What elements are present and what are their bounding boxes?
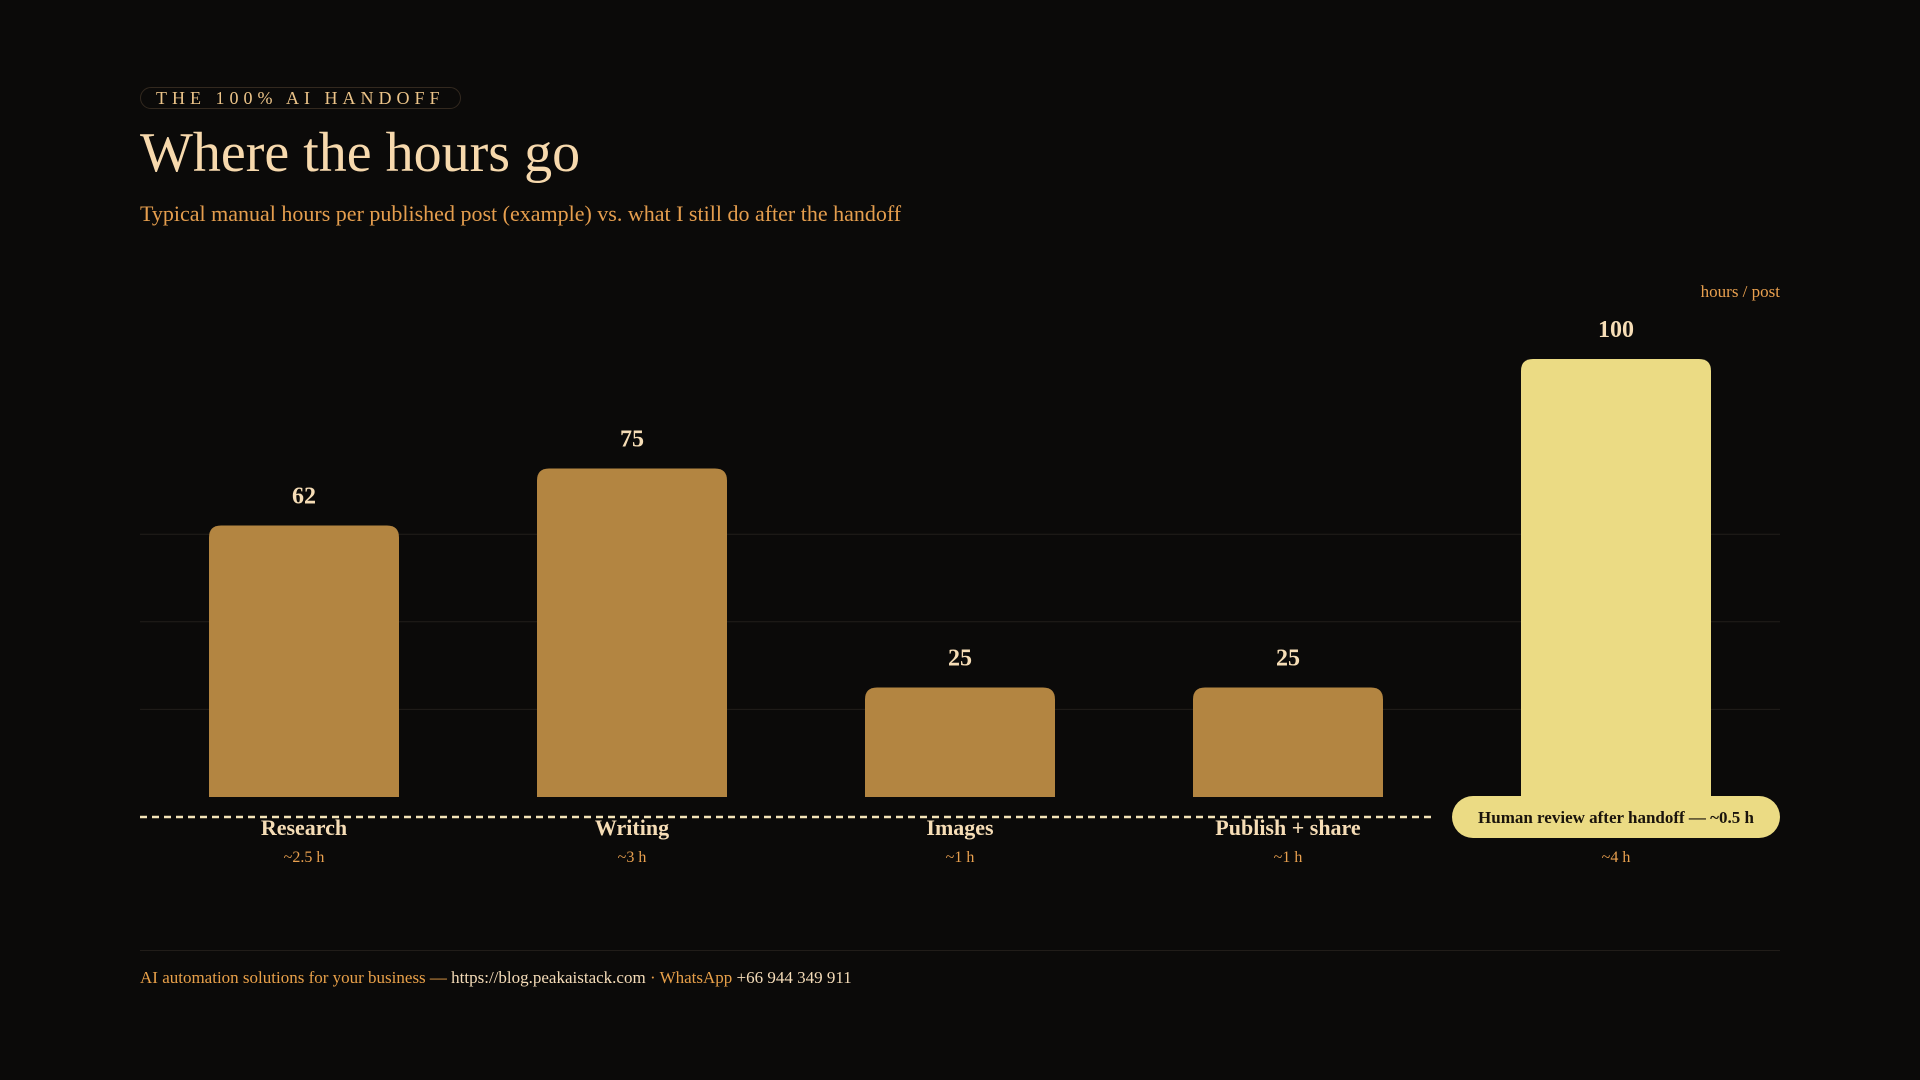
footer-divider [140,950,1780,951]
hours-sublabel: ~2.5 h [284,849,325,866]
bar [1193,687,1383,797]
value-label: 25 [948,646,972,672]
handoff-pill [1452,796,1780,838]
page-subtitle: Typical manual hours per published post … [140,201,902,226]
hours-sublabel: ~1 h [1274,849,1303,866]
footer-phone-link[interactable]: +66 944 349 911 [736,968,852,987]
bar [865,687,1055,797]
unit-label: hours / post [1700,282,1780,301]
value-label: 25 [1276,646,1300,672]
handoff-pill-label: Human review after handoff — ~0.5 h [1478,808,1755,827]
value-label: 62 [292,483,316,509]
page-title: Where the hours go [140,122,581,184]
category-label: Publish + share [1215,815,1361,840]
footer-tagline: AI automation solutions for your busines… [140,968,447,987]
value-label: 75 [620,427,644,453]
footer-url-link[interactable]: https://blog.peakaistack.com [451,968,646,987]
bar [537,468,727,797]
category-label: Research [261,815,347,840]
hours-sublabel: ~3 h [618,849,647,866]
hours-sublabel: ~1 h [946,849,975,866]
footer: AI automation solutions for your busines… [140,966,852,990]
eyebrow-pill: THE 100% AI HANDOFF [140,87,461,109]
category-label: Images [926,815,994,840]
bar [209,525,399,797]
footer-separator: · [649,968,656,987]
bar [1521,359,1711,797]
footer-contact-label: WhatsApp [659,968,733,987]
hours-sublabel: ~4 h [1602,849,1631,866]
value-label: 100 [1598,317,1634,343]
category-label: Writing [595,815,669,840]
